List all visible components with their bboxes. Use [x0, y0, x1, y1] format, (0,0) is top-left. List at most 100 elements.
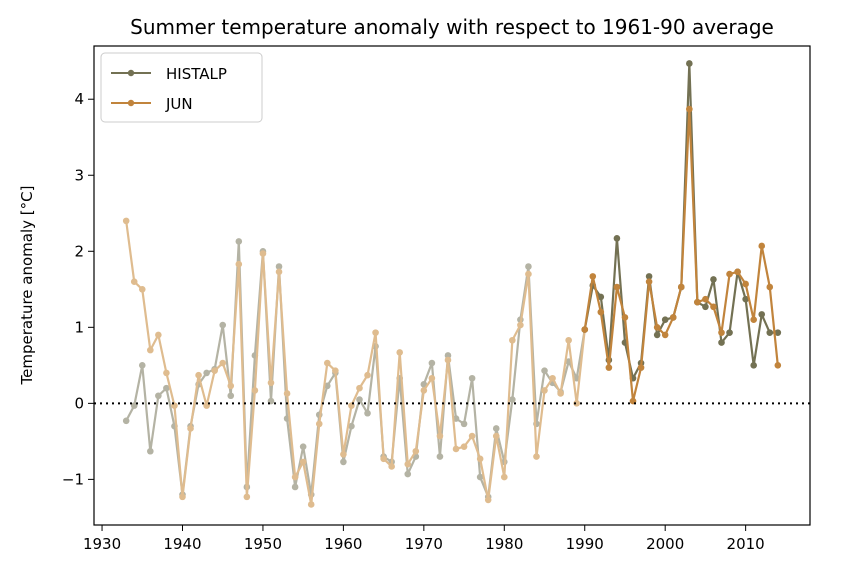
- data-point-histalp: [122, 417, 130, 425]
- data-point-histalp: [509, 396, 516, 403]
- data-point-jun: [492, 432, 500, 440]
- data-point-histalp: [726, 329, 733, 336]
- data-point-jun: [155, 331, 162, 339]
- data-point-jun: [774, 362, 782, 369]
- y-tick-label: 0: [74, 394, 84, 412]
- data-point-jun: [412, 447, 420, 455]
- data-point-jun: [766, 283, 774, 291]
- data-point-jun: [187, 425, 194, 432]
- data-point-jun: [243, 493, 251, 501]
- data-point-jun: [517, 321, 524, 329]
- series-layer: [122, 60, 782, 508]
- data-point-histalp: [138, 362, 146, 369]
- y-tick-label: 3: [74, 166, 84, 184]
- data-point-histalp: [718, 339, 725, 346]
- data-point-histalp: [299, 443, 307, 450]
- data-point-jun: [509, 336, 516, 344]
- y-tick-label: 4: [74, 90, 84, 108]
- chart-title: Summer temperature anomaly with respect …: [130, 15, 774, 39]
- y-tick-label: −1: [62, 470, 84, 488]
- series-line-histalp-early: [125, 240, 586, 498]
- data-point-jun: [452, 445, 460, 453]
- data-point-histalp: [235, 238, 243, 245]
- x-tick-label: 1980: [485, 535, 523, 553]
- data-point-histalp: [710, 276, 717, 283]
- data-point-histalp: [468, 374, 476, 382]
- data-point-jun: [356, 384, 363, 392]
- data-point-jun: [436, 432, 444, 440]
- y-axis: −1 0 1 2 3 4: [62, 90, 94, 488]
- data-point-histalp: [686, 60, 693, 67]
- data-point-histalp: [356, 396, 363, 403]
- data-point-jun: [420, 387, 428, 394]
- data-point-jun: [267, 379, 275, 387]
- data-point-jun: [573, 400, 580, 407]
- data-point-jun: [468, 432, 476, 440]
- y-axis-title: Temperature anomaly [°C]: [18, 186, 36, 386]
- data-point-histalp: [348, 422, 355, 430]
- data-point-histalp: [404, 470, 412, 478]
- data-point-jun: [742, 280, 749, 288]
- data-point-jun: [340, 450, 347, 458]
- data-point-histalp: [436, 453, 444, 460]
- series-line-jun-recent: [583, 108, 779, 403]
- data-point-jun: [645, 278, 653, 285]
- data-point-histalp: [742, 295, 749, 303]
- data-point-jun: [179, 493, 186, 501]
- legend-box: [100, 52, 263, 123]
- data-point-jun: [525, 270, 532, 278]
- data-point-histalp: [275, 263, 283, 270]
- data-point-histalp: [291, 483, 299, 491]
- y-tick-label: 2: [74, 242, 84, 260]
- data-point-jun: [364, 371, 371, 379]
- data-point-jun: [726, 270, 733, 278]
- data-point-histalp: [766, 329, 774, 336]
- data-point-jun: [163, 369, 170, 377]
- legend-label-jun: JUN: [165, 95, 193, 113]
- data-point-histalp: [613, 235, 621, 242]
- x-tick-label: 1950: [244, 535, 282, 553]
- data-point-histalp: [130, 402, 138, 409]
- plot-frame: [93, 45, 811, 526]
- series-line-histalp-recent: [583, 62, 778, 380]
- data-point-jun: [653, 324, 661, 331]
- data-point-jun: [380, 455, 387, 463]
- data-point-jun: [372, 329, 379, 336]
- x-tick-label: 1960: [324, 535, 362, 553]
- data-point-jun: [557, 390, 564, 397]
- data-point-jun: [227, 382, 235, 390]
- data-point-jun: [694, 298, 701, 306]
- data-point-jun: [686, 105, 693, 113]
- data-point-histalp: [476, 473, 484, 481]
- data-point-jun: [702, 295, 709, 303]
- data-point-jun: [541, 387, 548, 394]
- data-point-histalp: [219, 321, 227, 329]
- data-point-jun: [589, 273, 597, 280]
- y-tick-label: 1: [74, 318, 84, 336]
- legend-label-histalp: HISTALP: [166, 65, 227, 83]
- data-point-histalp: [758, 311, 766, 318]
- data-point-histalp: [460, 420, 468, 428]
- data-point-histalp: [324, 382, 331, 390]
- x-tick-label: 2000: [646, 535, 684, 553]
- data-point-jun: [275, 268, 283, 276]
- x-tick-label: 1970: [405, 535, 443, 553]
- x-tick-label: 1990: [566, 535, 604, 553]
- data-point-jun: [533, 453, 540, 460]
- legend-marker-histalp: [127, 69, 135, 77]
- data-point-jun: [130, 278, 138, 285]
- data-point-jun: [299, 458, 307, 466]
- data-point-jun: [307, 501, 315, 508]
- data-point-histalp: [597, 293, 605, 301]
- data-point-jun: [710, 303, 717, 311]
- data-point-jun: [235, 260, 243, 268]
- data-point-jun: [581, 326, 589, 333]
- data-point-jun: [605, 364, 613, 371]
- data-point-jun: [211, 367, 218, 374]
- data-point-histalp: [155, 392, 162, 400]
- data-point-jun: [259, 250, 267, 257]
- data-point-jun: [291, 473, 299, 481]
- data-point-jun: [758, 242, 766, 250]
- data-point-jun: [565, 336, 572, 344]
